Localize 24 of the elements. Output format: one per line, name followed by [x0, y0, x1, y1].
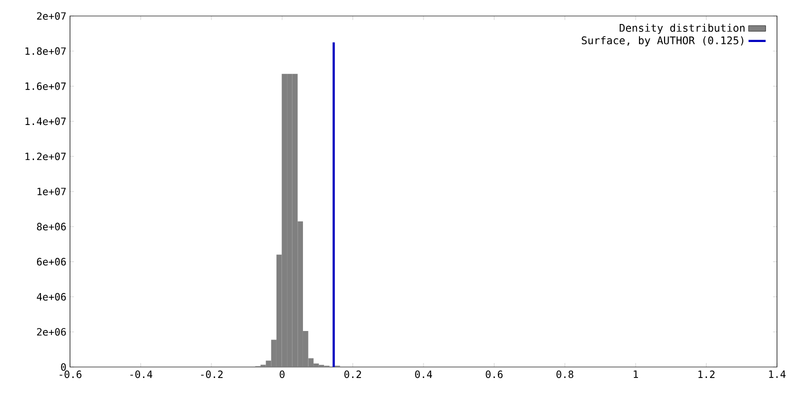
x-tick-label: 0.4 [415, 370, 432, 378]
y-tick-label: 6e+06 [37, 258, 66, 266]
y-tick-label: 1.2e+07 [26, 152, 66, 160]
y-tick-label: 4e+06 [36, 293, 66, 301]
legend-label: Density distribution [620, 24, 745, 34]
y-tick-label: 0 [61, 363, 66, 371]
y-tick-label: 1.8e+07 [26, 47, 66, 55]
y-tick-label: 1.4e+07 [26, 118, 66, 126]
y-tick-label: 8e+06 [37, 222, 66, 230]
x-tick-label: 1.2 [698, 370, 714, 378]
y-tick-label: 2e+07 [37, 12, 66, 20]
x-tick-label: 1.4 [769, 370, 786, 378]
y-tick-label: 2e+06 [37, 328, 66, 336]
x-tick-label: 0.2 [344, 370, 361, 378]
x-tick-label: -0.6 [60, 370, 82, 378]
x-tick-label: -0.2 [201, 370, 223, 378]
y-tick-label: 1e+07 [38, 188, 66, 196]
legend-label: Surface, by AUTHOR (0.125) [582, 36, 744, 46]
y-tick-label: 1.6e+07 [26, 82, 66, 90]
x-tick-label: -0.4 [130, 370, 152, 378]
x-tick-label: 0 [280, 370, 284, 378]
x-tick-label: 1 [634, 370, 638, 378]
x-tick-label: 0.8 [556, 370, 574, 378]
x-tick-label: 0.6 [486, 370, 503, 378]
